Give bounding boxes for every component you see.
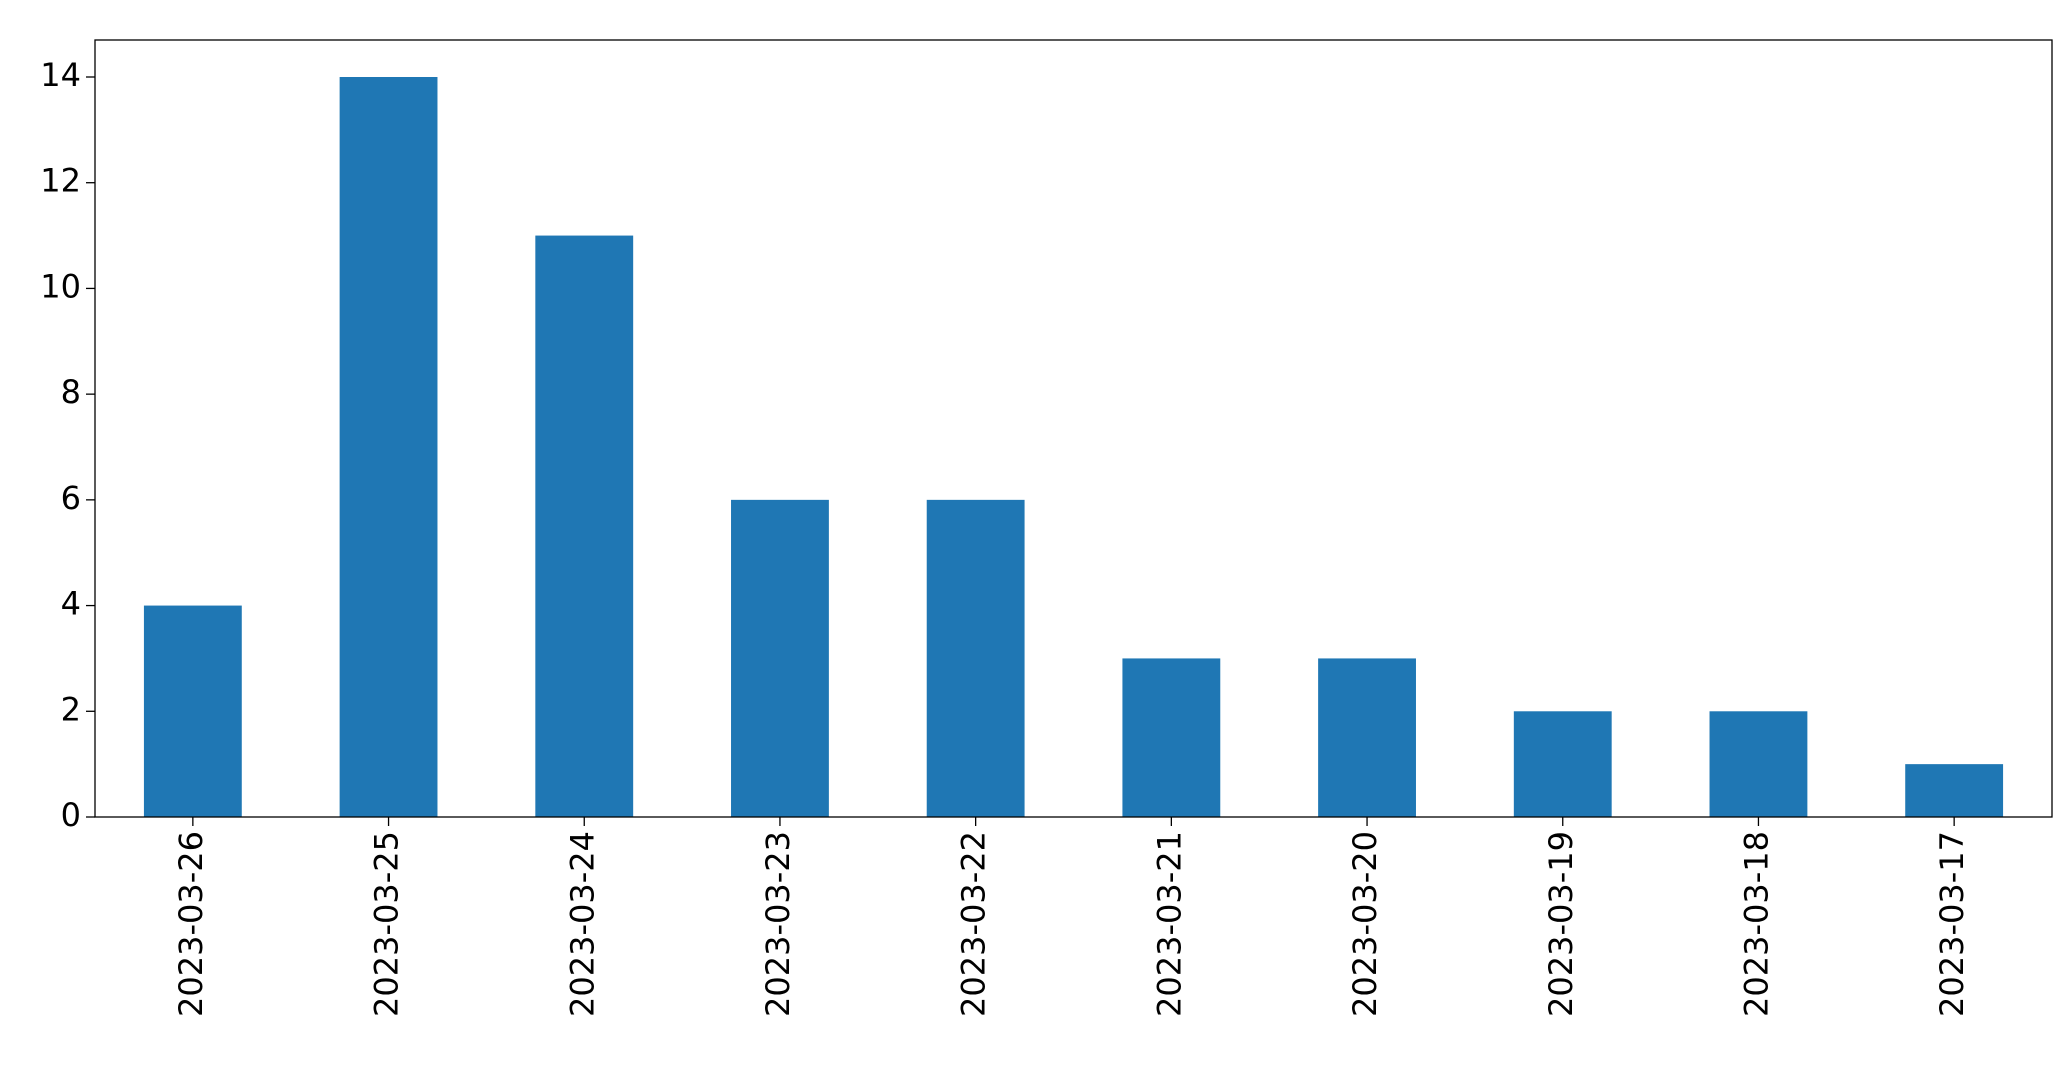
- y-tick-label: 8: [61, 373, 81, 411]
- bar: [1905, 764, 2004, 817]
- bar: [1513, 711, 1612, 817]
- x-tick-label: 2023-03-21: [1150, 831, 1188, 1017]
- bar: [1318, 658, 1416, 817]
- bar: [143, 605, 242, 817]
- bar: [926, 499, 1025, 817]
- y-tick-label: 6: [61, 479, 81, 517]
- y-tick-label: 0: [61, 796, 81, 834]
- x-tick-label: 2023-03-26: [172, 831, 210, 1017]
- y-tick-label: 14: [40, 56, 81, 94]
- x-tick-label: 2023-03-20: [1346, 831, 1384, 1017]
- x-tick-label: 2023-03-18: [1737, 831, 1775, 1017]
- x-tick-label: 2023-03-17: [1933, 831, 1971, 1017]
- x-tick-label: 2023-03-22: [955, 831, 993, 1017]
- bar: [731, 499, 829, 817]
- x-tick-label: 2023-03-23: [759, 831, 797, 1017]
- bar: [1709, 711, 1808, 817]
- plot-frame: [94, 39, 2053, 818]
- x-tick-label: 2023-03-19: [1542, 831, 1580, 1017]
- y-tick-label: 4: [61, 585, 81, 623]
- y-tick-label: 12: [40, 162, 81, 200]
- y-tick-label: 2: [61, 690, 81, 728]
- bar: [535, 235, 634, 818]
- x-tick-label: 2023-03-24: [563, 831, 601, 1017]
- y-tick-label: 10: [40, 267, 81, 305]
- x-tick-label: 2023-03-25: [368, 831, 406, 1017]
- bar: [1122, 658, 1221, 817]
- bar: [339, 77, 438, 817]
